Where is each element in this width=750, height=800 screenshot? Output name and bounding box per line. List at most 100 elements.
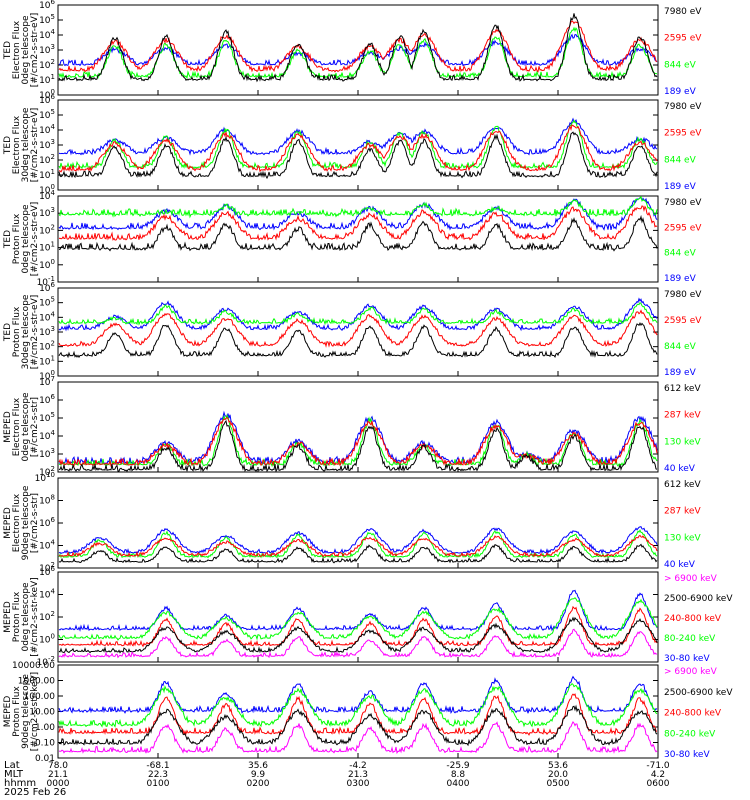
y-tick-label: 103 xyxy=(39,138,55,151)
x-tick-hhmm-label: 0600 xyxy=(647,779,670,789)
legend-entry: 7980 eV xyxy=(664,102,702,112)
legend-entry: > 6900 keV xyxy=(664,574,718,584)
y-axis-label: Electron Flux xyxy=(12,397,22,456)
y-tick-label: 106 xyxy=(39,516,55,529)
y-tick-label: 104 xyxy=(39,539,55,552)
series-2-trace xyxy=(58,205,658,241)
series-5-trace xyxy=(58,675,658,714)
lat-row-label: Lat xyxy=(4,760,20,771)
legend-entry: 844 eV xyxy=(664,342,697,352)
legend-entry: 844 eV xyxy=(664,249,697,259)
x-tick-lat-label: -4.2 xyxy=(349,761,367,771)
y-axis-label: [#/cm2-s-str-eV] xyxy=(30,202,40,277)
y-tick-label: 10.00 xyxy=(29,708,55,718)
series-1-trace xyxy=(58,419,658,473)
y-tick-label: 103 xyxy=(39,447,55,460)
legend-entry: 2595 eV xyxy=(664,316,702,326)
series-4-trace xyxy=(58,683,658,728)
legend-entry: 2500-6900 keV xyxy=(664,594,733,604)
x-tick-hhmm-label: 0000 xyxy=(47,779,70,789)
x-tick-lat-label: 35.6 xyxy=(248,761,268,771)
series-1-trace xyxy=(58,321,658,359)
legend-entry: 189 eV xyxy=(664,182,697,192)
y-tick-label: 100.00 xyxy=(24,692,56,702)
y-tick-label: 105 xyxy=(39,13,55,26)
legend-entry: 612 keV xyxy=(664,384,701,394)
x-tick-lat-label: -25.9 xyxy=(446,761,470,771)
x-tick-hhmm-label: 0500 xyxy=(547,779,570,789)
x-tick-lat-label: -68.1 xyxy=(146,761,169,771)
series-1-trace xyxy=(58,543,658,564)
series-3-trace xyxy=(58,301,658,326)
y-tick-label: 105 xyxy=(39,296,55,309)
legend-entry: 130 keV xyxy=(664,533,701,543)
y-tick-label: 104 xyxy=(39,429,55,442)
legend-entry: 844 eV xyxy=(664,155,697,165)
y-axis-label: MEPED xyxy=(3,507,13,539)
legend-entry: 240-800 keV xyxy=(664,614,722,624)
y-tick-label: 0.01 xyxy=(35,754,55,764)
panel-8: 0.01 0.10 1.00 10.00 100.00 1000.00 10000.00 ME… xyxy=(3,661,733,764)
series-2-trace xyxy=(58,616,658,654)
legend-entry: 612 keV xyxy=(664,480,701,490)
legend-entry: 7980 eV xyxy=(664,7,702,17)
series-3-trace xyxy=(58,195,658,219)
y-axis-label: MEPED xyxy=(3,411,13,443)
x-tick-lat-label: -71.0 xyxy=(646,761,670,771)
series-1-trace xyxy=(58,214,658,252)
y-axis-label: 90deg telescope xyxy=(21,674,31,749)
y-tick-label: 0.10 xyxy=(35,739,55,749)
y-tick-label: 102 xyxy=(39,223,55,236)
y-axis-label: TED xyxy=(3,136,13,155)
mlt-row-label: MLT xyxy=(4,769,24,780)
legend-entry: 189 eV xyxy=(664,368,697,378)
y-tick-label: 105 xyxy=(39,411,55,424)
legend-entry: 287 keV xyxy=(664,507,701,517)
legend-entry: 80-240 keV xyxy=(664,634,716,644)
panel-frame xyxy=(57,195,659,283)
x-tick-mlt-label: 8.8 xyxy=(451,770,466,780)
y-axis-label: TED xyxy=(3,41,13,60)
series-4-trace xyxy=(58,526,658,555)
series-3-trace xyxy=(58,119,658,170)
y-axis-label: MEPED xyxy=(3,601,13,633)
y-axis-label: 30deg telescope xyxy=(21,294,31,369)
legend-entry: 2595 eV xyxy=(664,34,702,44)
legend-entry: 40 keV xyxy=(664,560,696,570)
y-tick-label: 1000.00 xyxy=(18,677,55,687)
y-tick-label: 104 xyxy=(39,588,55,601)
panel-frame xyxy=(57,4,659,96)
y-axis-label: MEPED xyxy=(3,696,13,728)
y-tick-label: 105 xyxy=(39,108,55,121)
y-tick-label: 1.00 xyxy=(35,723,55,733)
y-tick-label: 102 xyxy=(39,610,55,623)
y-axis-label: Proton Flux xyxy=(12,686,22,737)
x-tick-hhmm-label: 0300 xyxy=(347,779,370,789)
series-4-trace xyxy=(58,597,658,641)
legend-entry: 40 keV xyxy=(664,464,696,474)
legend-entry: 189 eV xyxy=(664,274,697,284)
x-tick-mlt-label: 21.3 xyxy=(348,770,368,780)
series-4-trace xyxy=(58,117,658,156)
y-tick-label: 103 xyxy=(39,43,55,56)
y-tick-label: 101 xyxy=(39,354,55,367)
legend-entry: 2500-6900 keV xyxy=(664,688,733,698)
date-label: 2025 Feb 26 xyxy=(4,787,66,798)
y-tick-label: 104 xyxy=(39,123,55,136)
y-axis-label: [#/cm2-s-str-keV] xyxy=(30,577,40,656)
series-2-trace xyxy=(58,309,658,348)
x-tick-lat-label: 78.0 xyxy=(48,761,68,771)
legend-entry: 2595 eV xyxy=(664,129,702,139)
y-tick-label: 108 xyxy=(39,494,55,507)
legend-entry: > 6900 keV xyxy=(664,667,718,677)
y-axis-label: TED xyxy=(3,323,13,342)
x-tick-mlt-label: 20.0 xyxy=(548,770,568,780)
legend-entry: 189 eV xyxy=(664,87,697,97)
